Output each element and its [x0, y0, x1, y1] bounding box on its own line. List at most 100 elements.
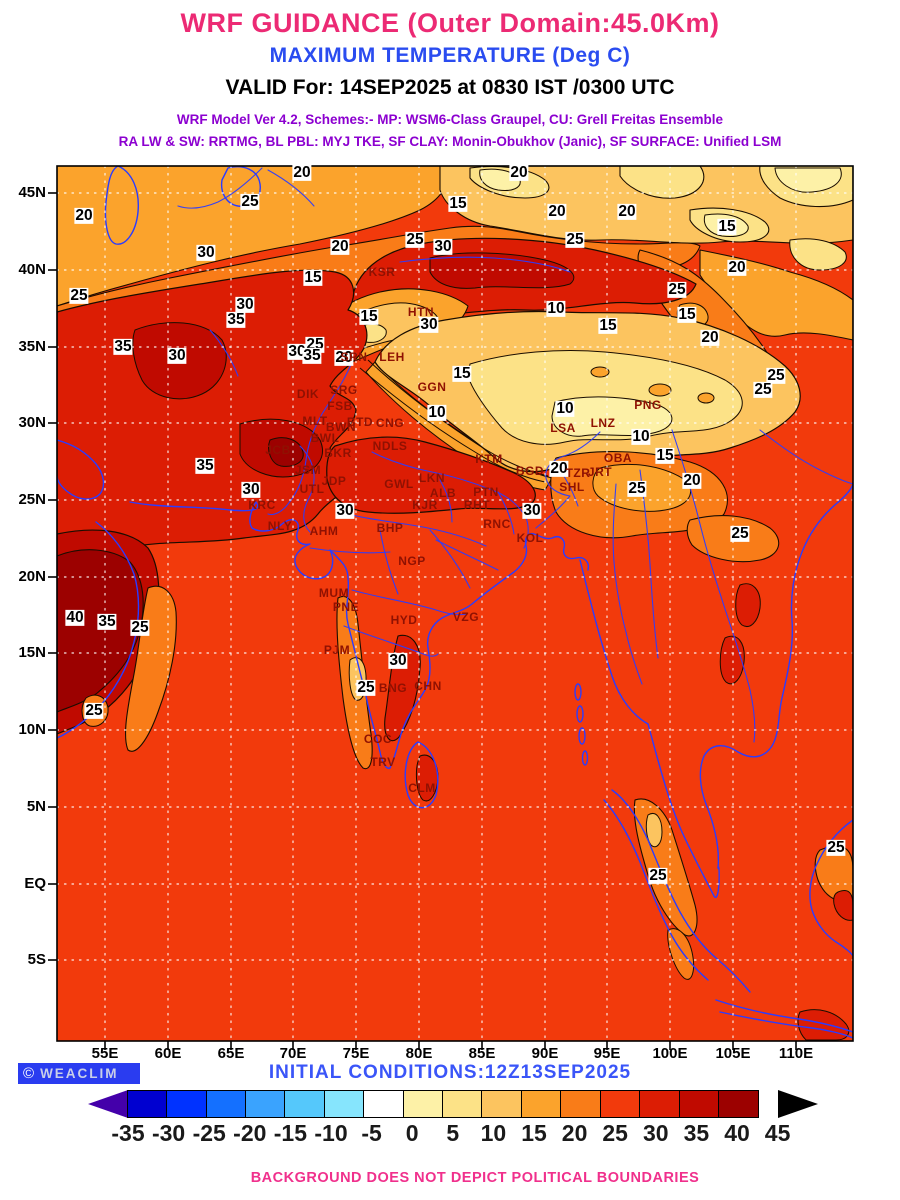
colorbar-cell: [639, 1090, 680, 1118]
city-label: UTL: [299, 482, 325, 496]
city-label: NGP: [398, 554, 426, 568]
contour-label: 35: [97, 612, 117, 631]
contour-label: 25: [356, 678, 376, 697]
city-label: BNG: [378, 681, 408, 695]
city-label: SHL: [559, 480, 585, 494]
colorbar-cell: [520, 1090, 562, 1118]
colorbar-tick-label: -30: [151, 1120, 186, 1146]
city-label: VZG: [452, 610, 480, 624]
contour-label: 15: [655, 446, 675, 465]
contour-label: 25: [826, 838, 846, 857]
contour-label: 15: [359, 307, 379, 326]
city-label: MLT: [302, 414, 328, 428]
city-label: FSB: [327, 399, 353, 413]
colorbar-cell: [245, 1090, 286, 1118]
colorbar-tick-label: 20: [561, 1120, 588, 1146]
contour-label: 30: [335, 501, 355, 520]
city-label: JSM: [294, 463, 322, 477]
contour-label: 25: [766, 366, 786, 385]
contour-label: 20: [74, 206, 94, 225]
contour-label: 30: [433, 237, 453, 256]
weaclim-logo: © WEACLIM: [18, 1063, 140, 1084]
city-label: GWL: [384, 477, 414, 491]
lat-axis-label: EQ: [24, 875, 46, 892]
contour-label: 10: [555, 399, 575, 418]
city-label: KJR: [412, 498, 438, 512]
contour-label: 10: [427, 403, 447, 422]
city-label: KOL: [516, 531, 544, 545]
colorbar-tick-label: 5: [446, 1120, 460, 1146]
city-label: TZR: [565, 466, 591, 480]
city-label: PTN: [473, 485, 499, 499]
contour-label: 30: [241, 480, 261, 499]
city-label: OBA: [603, 451, 633, 465]
colorbar-tick-label: 15: [521, 1120, 547, 1146]
colorbar-left-arrow: [88, 1090, 128, 1118]
colorbar-tick-label: 10: [480, 1120, 507, 1146]
lat-axis-label: 5N: [26, 798, 46, 815]
lat-axis-label: 10N: [18, 721, 46, 738]
colorbar-cell: [442, 1090, 483, 1118]
contour-label: 20: [727, 258, 747, 277]
contour-label: 35: [195, 456, 215, 475]
colorbar-tick-label: 25: [602, 1120, 628, 1146]
lat-axis-label: 25N: [18, 491, 46, 508]
lon-axis-label: 105E: [715, 1045, 751, 1062]
lon-axis-label: 100E: [652, 1045, 688, 1062]
disclaimer-line: BACKGROUND DOES NOT DEPICT POLITICAL BOU…: [250, 1170, 700, 1186]
contour-label: 30: [522, 501, 542, 520]
contour-label: 25: [648, 866, 668, 885]
contour-label: 20: [547, 202, 567, 221]
city-label: JRT: [587, 465, 613, 479]
contour-label: 20: [549, 459, 569, 478]
lon-axis-label: 85E: [468, 1045, 496, 1062]
contour-label: 30: [287, 342, 307, 361]
colorbar-tick-label: 0: [405, 1120, 419, 1146]
city-label: SRG: [330, 383, 358, 397]
colorbar-cell: [166, 1090, 207, 1118]
contour-label: 25: [565, 230, 585, 249]
city-label: BWL: [310, 431, 340, 445]
lon-axis-label: 60E: [154, 1045, 182, 1062]
contour-label: 25: [405, 230, 425, 249]
city-label: LKN: [418, 471, 446, 485]
lat-axis-label: 35N: [18, 338, 46, 355]
lat-axis-label: 5S: [27, 951, 46, 968]
contour-label: 30: [419, 315, 439, 334]
city-label: CNG: [375, 416, 405, 430]
city-label: COC: [363, 732, 393, 746]
initial-conditions-line: INITIAL CONDITIONS:12Z13SEP2025: [268, 1062, 632, 1083]
contour-label: 25: [627, 479, 647, 498]
colorbar-cell: [678, 1090, 720, 1118]
city-label: BWN: [325, 420, 357, 434]
city-label: NDLS: [372, 439, 408, 453]
city-label: HTN: [407, 305, 435, 319]
colorbar-cell: [126, 1090, 168, 1118]
model-config-line2: RA LW & SW: RRTMG, BL PBL: MYJ TKE, SF C…: [118, 134, 782, 149]
contour-label: 35: [302, 346, 322, 365]
lon-axis-label: 90E: [531, 1045, 559, 1062]
contour-label: 40: [65, 608, 85, 627]
city-label: PNE: [332, 600, 360, 614]
contour-label: 15: [717, 217, 737, 236]
colorbar-cell: [599, 1090, 641, 1118]
colorbar-tick-label: 30: [643, 1120, 669, 1146]
colorbar-tick-label: -20: [233, 1120, 267, 1146]
lon-axis-label: 65E: [217, 1045, 245, 1062]
city-label: KTM: [475, 452, 503, 466]
page-title: WRF GUIDANCE (Outer Domain:45.0Km): [180, 8, 720, 38]
colorbar-tick-label: -25: [192, 1120, 226, 1146]
valid-time-line: VALID For: 14SEP2025 at 0830 IST /0300 U…: [225, 76, 675, 99]
lat-axis-label: 20N: [18, 568, 46, 585]
colorbar-cell: [363, 1090, 404, 1118]
city-label: KRC: [248, 498, 276, 512]
contour-label: 30: [167, 346, 187, 365]
contour-label: 20: [292, 163, 312, 182]
contour-label: 25: [69, 286, 89, 305]
city-label: DIK: [296, 387, 320, 401]
contour-label: 25: [667, 280, 687, 299]
city-label: ALB: [429, 486, 457, 500]
contour-label: 15: [598, 316, 618, 335]
city-label: LEH: [379, 350, 405, 364]
